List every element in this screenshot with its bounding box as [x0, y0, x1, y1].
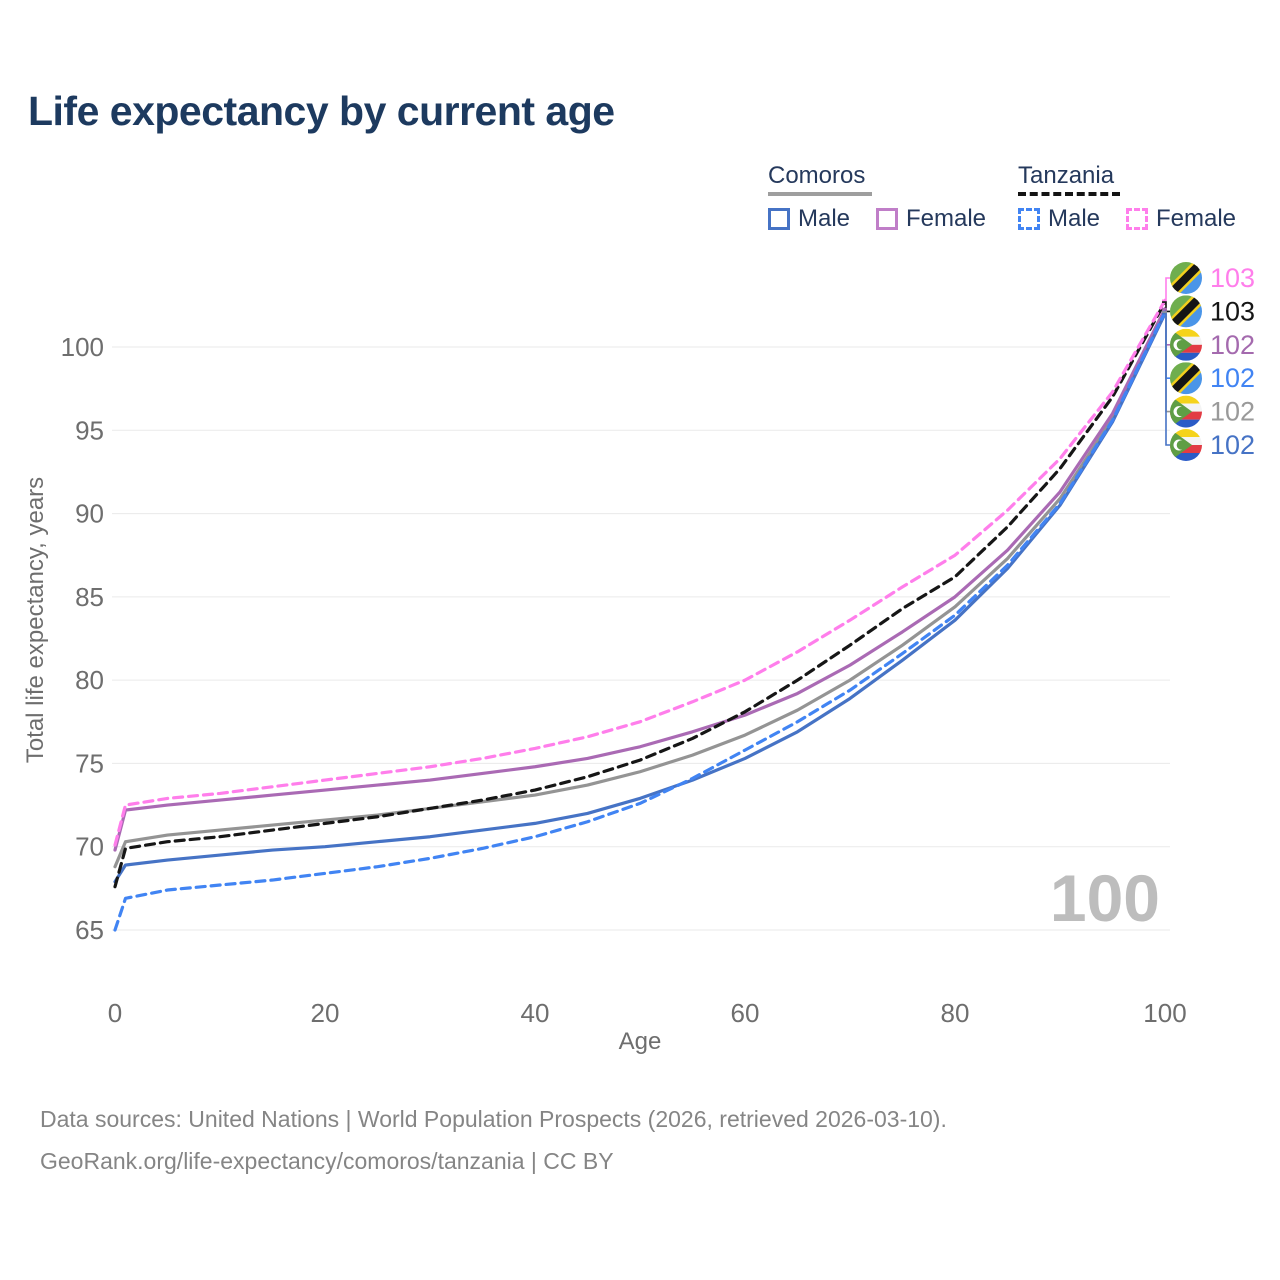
- tanzania-both-sexes-line: [113, 300, 1167, 889]
- tanzania-male-line: [113, 310, 1167, 932]
- comoros-both-sexes-line: [113, 310, 1167, 869]
- y-tick-label: 65: [75, 915, 104, 945]
- legend-item-comoros-male[interactable]: Male: [768, 205, 850, 233]
- tanzania-male-swatch-icon: [1018, 208, 1040, 230]
- legend-group-comoros-title: Comoros: [768, 162, 866, 189]
- comoros-female-line: [113, 307, 1167, 852]
- y-tick-label: 85: [75, 582, 104, 612]
- legend-item-comoros-female[interactable]: Female: [876, 205, 986, 233]
- legend-item-tanzania-female[interactable]: Female: [1126, 205, 1236, 233]
- end-value-label: 103: [1210, 296, 1255, 326]
- legend-item-tanzania-male[interactable]: Male: [1018, 205, 1100, 233]
- x-tick-label: 20: [311, 998, 340, 1028]
- tanzania-female-line: [113, 298, 1167, 847]
- y-tick-label: 95: [75, 415, 104, 445]
- attribution-note: GeoRank.org/life-expectancy/comoros/tanz…: [40, 1148, 614, 1174]
- end-value-label: 102: [1210, 397, 1255, 427]
- legend-group-tanzania-title: Tanzania: [1018, 162, 1115, 189]
- legend-item-label: Male: [798, 205, 851, 232]
- end-value-label: 102: [1210, 363, 1255, 393]
- page-title: Life expectancy by current age: [28, 88, 615, 134]
- legend-comoros-linestyle-sample: [768, 192, 872, 196]
- legend-item-label: Female: [906, 205, 987, 232]
- end-value-label: 103: [1210, 263, 1255, 293]
- x-tick-label: 100: [1143, 998, 1186, 1028]
- y-tick-label: 70: [75, 832, 104, 862]
- comoros-flag-icon: [1170, 395, 1202, 428]
- data-sources-note: Data sources: United Nations | World Pop…: [40, 1106, 947, 1132]
- y-axis-title: Total life expectancy, years: [22, 476, 49, 764]
- comoros-female-swatch-icon: [876, 208, 898, 230]
- y-tick-label: 75: [75, 748, 104, 778]
- tanzania-female-swatch-icon: [1126, 208, 1148, 230]
- comoros-male-line: [113, 312, 1167, 884]
- x-axis-title: Age: [618, 1028, 662, 1055]
- x-tick-label: 0: [108, 998, 122, 1028]
- current-age-watermark: 100: [1049, 861, 1160, 935]
- x-tick-label: 80: [941, 998, 970, 1028]
- x-tick-label: 40: [521, 998, 550, 1028]
- end-label-connector: [1162, 301, 1170, 313]
- comoros-male-swatch-icon: [768, 208, 790, 230]
- y-tick-label: 80: [75, 665, 104, 695]
- end-value-label: 102: [1210, 430, 1255, 460]
- end-label-connector: [1162, 312, 1170, 446]
- legend-item-label: Female: [1156, 205, 1237, 232]
- comoros-flag-icon: [1170, 429, 1202, 461]
- comoros-flag-icon: [1170, 328, 1202, 361]
- y-tick-label: 100: [61, 332, 104, 362]
- end-value-label: 102: [1210, 330, 1255, 360]
- end-label-connector: [1162, 277, 1170, 302]
- x-tick-label: 60: [731, 998, 760, 1028]
- tanzania-flag-icon: [1170, 362, 1202, 395]
- legend-tanzania-linestyle-sample: [1018, 192, 1120, 196]
- tanzania-flag-icon: [1170, 295, 1202, 328]
- legend-item-label: Male: [1048, 205, 1101, 232]
- tanzania-flag-icon: [1170, 262, 1202, 294]
- y-tick-label: 90: [75, 499, 104, 529]
